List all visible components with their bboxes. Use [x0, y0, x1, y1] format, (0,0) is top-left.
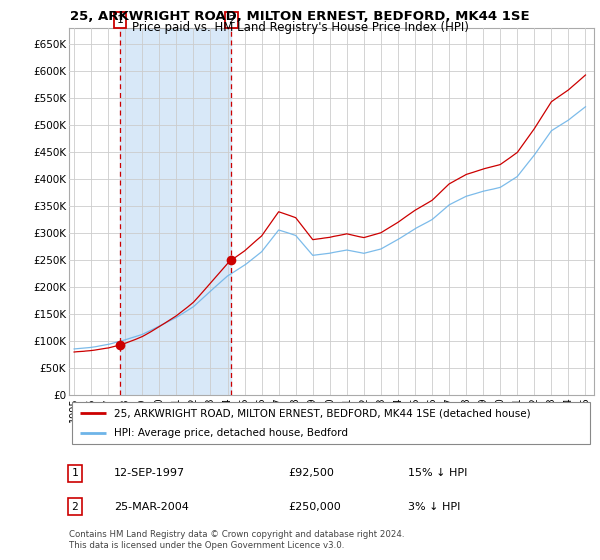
Text: Price paid vs. HM Land Registry's House Price Index (HPI): Price paid vs. HM Land Registry's House … — [131, 21, 469, 34]
Text: Contains HM Land Registry data © Crown copyright and database right 2024.: Contains HM Land Registry data © Crown c… — [69, 530, 404, 539]
Text: 25-MAR-2004: 25-MAR-2004 — [114, 502, 189, 512]
Text: £250,000: £250,000 — [288, 502, 341, 512]
Text: £92,500: £92,500 — [288, 468, 334, 478]
Text: This data is licensed under the Open Government Licence v3.0.: This data is licensed under the Open Gov… — [69, 541, 344, 550]
Text: 2: 2 — [228, 15, 235, 25]
Text: 1: 1 — [117, 15, 124, 25]
FancyBboxPatch shape — [71, 403, 590, 444]
Text: 3% ↓ HPI: 3% ↓ HPI — [408, 502, 460, 512]
Text: 25, ARKWRIGHT ROAD, MILTON ERNEST, BEDFORD, MK44 1SE (detached house): 25, ARKWRIGHT ROAD, MILTON ERNEST, BEDFO… — [113, 408, 530, 418]
Text: 15% ↓ HPI: 15% ↓ HPI — [408, 468, 467, 478]
Text: 1: 1 — [71, 468, 79, 478]
Text: 25, ARKWRIGHT ROAD, MILTON ERNEST, BEDFORD, MK44 1SE: 25, ARKWRIGHT ROAD, MILTON ERNEST, BEDFO… — [70, 10, 530, 23]
Text: 2: 2 — [71, 502, 79, 512]
Text: HPI: Average price, detached house, Bedford: HPI: Average price, detached house, Bedf… — [113, 428, 347, 438]
Text: 12-SEP-1997: 12-SEP-1997 — [114, 468, 185, 478]
Bar — [120, 28, 232, 395]
